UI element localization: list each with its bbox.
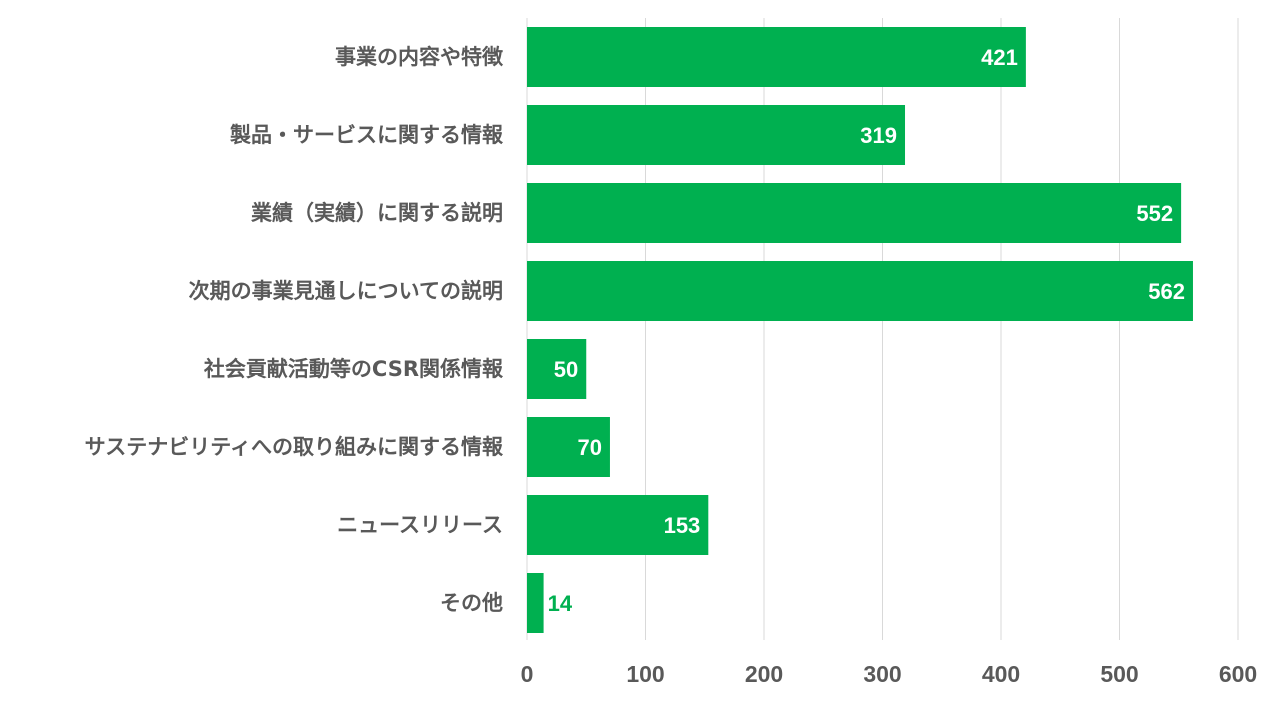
data-label: 562 xyxy=(1148,279,1185,304)
data-label: 50 xyxy=(554,357,578,382)
category-label: 次期の事業見通しについての説明 xyxy=(189,279,503,303)
data-label: 319 xyxy=(860,123,897,148)
x-tick-label: 300 xyxy=(863,661,901,687)
data-label: 421 xyxy=(981,45,1018,70)
data-labels: 421 319 552 562 50 70 153 14 xyxy=(548,45,1185,616)
category-label: 社会貢献活動等のCSR関係情報 xyxy=(203,357,504,381)
category-label: 事業の内容や特徴 xyxy=(335,45,504,69)
category-label: 製品・サービスに関する情報 xyxy=(229,123,504,147)
bar xyxy=(527,573,544,633)
x-tick-label: 400 xyxy=(982,661,1020,687)
bar xyxy=(527,105,906,165)
bar xyxy=(527,495,709,555)
data-label: 153 xyxy=(664,513,701,538)
bar xyxy=(527,27,1026,87)
bar xyxy=(527,261,1193,321)
data-label: 14 xyxy=(548,591,573,616)
data-label: 70 xyxy=(577,435,601,460)
x-tick-label: 0 xyxy=(521,661,534,687)
bars xyxy=(527,27,1193,633)
category-label: その他 xyxy=(440,591,503,615)
bar xyxy=(527,339,587,399)
x-tick-label: 100 xyxy=(626,661,664,687)
x-axis-tick-labels: 0 100 200 300 400 500 600 xyxy=(521,661,1258,687)
data-label: 552 xyxy=(1136,201,1173,226)
x-tick-label: 600 xyxy=(1219,661,1257,687)
category-labels: 事業の内容や特徴製品・サービスに関する情報業績（実績）に関する説明次期の事業見通… xyxy=(85,45,504,615)
x-tick-label: 200 xyxy=(745,661,783,687)
category-label: サステナビリティへの取り組みに関する情報 xyxy=(85,435,504,459)
bar xyxy=(527,417,610,477)
category-label: 業績（実績）に関する説明 xyxy=(251,201,503,225)
category-label: ニュースリリース xyxy=(337,513,503,537)
x-tick-label: 500 xyxy=(1100,661,1138,687)
bar xyxy=(527,183,1182,243)
